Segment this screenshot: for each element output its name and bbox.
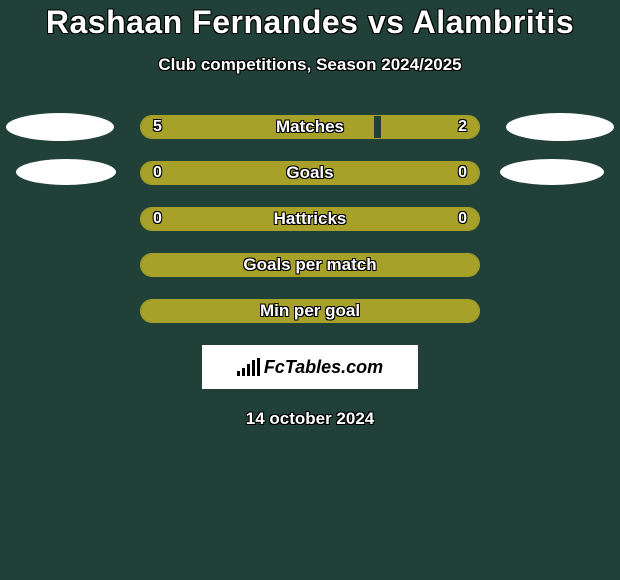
page-title: Rashaan Fernandes vs Alambritis — [0, 4, 620, 41]
stat-row: Min per goal — [0, 299, 620, 323]
comparison-container: Rashaan Fernandes vs Alambritis Club com… — [0, 0, 620, 429]
player-marker-left — [6, 113, 114, 141]
bar-left: 5 — [141, 116, 374, 138]
bar-track: 5 2 Matches — [140, 115, 480, 139]
bar-track: Goals per match — [140, 253, 480, 277]
stat-row: 0 0 Goals — [0, 161, 620, 185]
bar-gap — [374, 116, 381, 138]
left-value: 0 — [153, 164, 162, 182]
stat-row: 5 2 Matches — [0, 115, 620, 139]
right-value: 0 — [458, 210, 467, 228]
player-marker-right — [506, 113, 614, 141]
logo-text: FcTables.com — [264, 357, 383, 378]
player-marker-right — [500, 159, 604, 185]
bar-right: 0 — [310, 208, 479, 230]
left-value: 5 — [153, 118, 162, 136]
date: 14 october 2024 — [0, 409, 620, 429]
bar-track: 0 0 Hattricks — [140, 207, 480, 231]
right-value: 2 — [458, 118, 467, 136]
logo-content: FcTables.com — [237, 357, 383, 378]
bar-track: Min per goal — [140, 299, 480, 323]
bar-right — [310, 254, 479, 276]
logo-box: FcTables.com — [202, 345, 418, 389]
bar-left — [141, 300, 310, 322]
bars-icon — [237, 358, 260, 376]
stat-row: Goals per match — [0, 253, 620, 277]
player-marker-left — [16, 159, 116, 185]
stat-row: 0 0 Hattricks — [0, 207, 620, 231]
bar-left: 0 — [141, 162, 310, 184]
bar-track: 0 0 Goals — [140, 161, 480, 185]
bar-right — [310, 300, 479, 322]
right-value: 0 — [458, 164, 467, 182]
bar-left: 0 — [141, 208, 310, 230]
bar-right: 0 — [310, 162, 479, 184]
left-value: 0 — [153, 210, 162, 228]
subtitle: Club competitions, Season 2024/2025 — [0, 55, 620, 75]
bar-right: 2 — [381, 116, 479, 138]
bar-left — [141, 254, 310, 276]
